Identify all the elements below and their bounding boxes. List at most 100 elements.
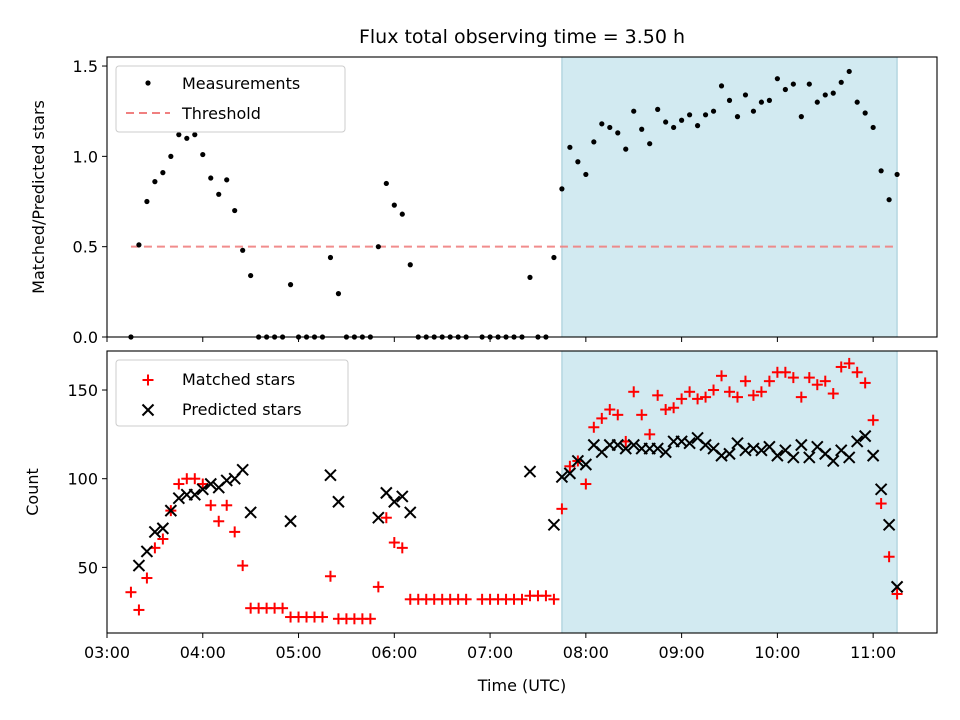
legend-top: Measurements Threshold — [115, 65, 346, 133]
predicted-star-point — [787, 451, 800, 464]
measurement-point — [814, 99, 820, 105]
measurement-point — [200, 151, 206, 158]
measurement-point — [335, 291, 342, 297]
x-axis-label: Time (UTC) — [477, 676, 566, 695]
predicted-star-point — [611, 438, 624, 452]
measurement-point — [766, 97, 773, 103]
matched-star-point — [189, 473, 201, 485]
legend-box-top — [115, 65, 346, 133]
x-tick-label: 05:00 — [275, 643, 321, 662]
matched-star-point — [380, 512, 392, 524]
matched-star-point — [229, 526, 241, 538]
measurement-point — [734, 114, 741, 120]
matched-star-point — [173, 478, 185, 490]
y-ticks-top: 0.0 0.5 1.0 1.5 — [73, 57, 107, 347]
measurement-point — [710, 108, 717, 114]
measurement-point — [248, 272, 254, 279]
y-tick-label: 150 — [67, 381, 98, 400]
predicted-star-point — [843, 451, 856, 464]
matched-star-point — [213, 515, 225, 527]
measurement-point — [391, 202, 397, 208]
x-tick-label: 08:00 — [563, 643, 609, 662]
predicted-star-point — [563, 467, 577, 480]
predicted-star-point — [571, 454, 585, 468]
predicted-star-point — [332, 495, 345, 508]
predicted-star-point — [723, 447, 736, 461]
observing-window-shade — [561, 56, 898, 338]
measurement-point — [583, 171, 589, 178]
measurement-point — [647, 141, 653, 147]
predicted-star-point — [196, 483, 209, 496]
measurement-point — [184, 135, 190, 141]
legend-bottom: Matched stars Predicted stars — [115, 359, 349, 427]
measurement-point — [591, 139, 597, 145]
y-tick-label: 50 — [78, 558, 98, 577]
matched-star-point — [779, 366, 791, 378]
matched-star-point — [141, 572, 153, 584]
x-tick-label: 06:00 — [371, 643, 417, 662]
predicted-star-point — [874, 483, 888, 496]
measurement-point — [894, 171, 900, 178]
matched-star-point — [811, 379, 823, 391]
y-axis-label-bottom: Count — [23, 468, 42, 516]
measurement-point — [208, 175, 214, 181]
measurement-point — [822, 92, 828, 98]
matched-star-point — [819, 375, 831, 387]
matched-star-point — [883, 551, 895, 563]
predicted-star-point — [827, 454, 840, 468]
legend-x-mark — [141, 403, 155, 417]
matched-star-point — [700, 391, 712, 403]
matched-star-point — [364, 613, 376, 625]
measurement-point — [176, 132, 182, 138]
legend-plus-mark — [142, 374, 154, 386]
predicted-star-point — [579, 458, 593, 471]
predicted-star-point — [220, 474, 233, 487]
matched-star-point — [867, 414, 879, 426]
predicted-star-point — [388, 495, 401, 508]
predicted-star-point — [372, 511, 385, 524]
measurement-point — [846, 68, 852, 75]
measurement-point — [607, 124, 613, 131]
predicted-star-point — [803, 451, 816, 464]
predicted-star-point — [148, 525, 162, 539]
axes-frame-bottom — [106, 350, 938, 634]
predicted-star-point — [547, 518, 561, 532]
measurement-point — [750, 108, 757, 114]
matched-star-point — [460, 593, 472, 605]
measurement-point — [790, 81, 796, 87]
matched-star-point — [851, 366, 863, 378]
legend-box-bottom — [115, 359, 349, 427]
matched-star-point — [684, 386, 696, 398]
matched-star-point — [803, 372, 815, 384]
predicted-star-point — [755, 444, 768, 457]
matched-star-point — [372, 581, 384, 593]
predicted-star-point — [204, 477, 217, 491]
predicted-star-point — [555, 470, 569, 484]
predicted-star-point — [236, 463, 249, 477]
matched-star-point — [827, 388, 839, 400]
measurement-point — [399, 211, 405, 217]
y-tick-label: 100 — [67, 470, 98, 489]
measurement-point — [615, 130, 621, 136]
predicted-star-points — [132, 429, 904, 594]
measurement-point — [527, 274, 533, 280]
measurement-point — [559, 186, 565, 192]
x-tick-label: 11:00 — [850, 643, 896, 662]
predicted-star-point — [396, 490, 409, 503]
measurement-point — [623, 146, 629, 152]
measurement-point — [160, 170, 166, 176]
matched-star-point — [516, 593, 528, 605]
measurement-point — [854, 99, 860, 105]
measurement-point — [806, 81, 812, 87]
predicted-star-point — [651, 442, 664, 455]
x-tick-label: 10:00 — [754, 643, 800, 662]
predicted-star-point — [244, 506, 257, 519]
measurement-point — [679, 117, 685, 123]
matched-star-point — [747, 389, 759, 401]
matched-star-point — [580, 478, 592, 490]
legend-label-predicted: Predicted stars — [182, 400, 302, 419]
predicted-star-point — [771, 449, 784, 462]
y-tick-label: 1.0 — [73, 147, 98, 166]
legend-dot-icon — [145, 80, 151, 86]
